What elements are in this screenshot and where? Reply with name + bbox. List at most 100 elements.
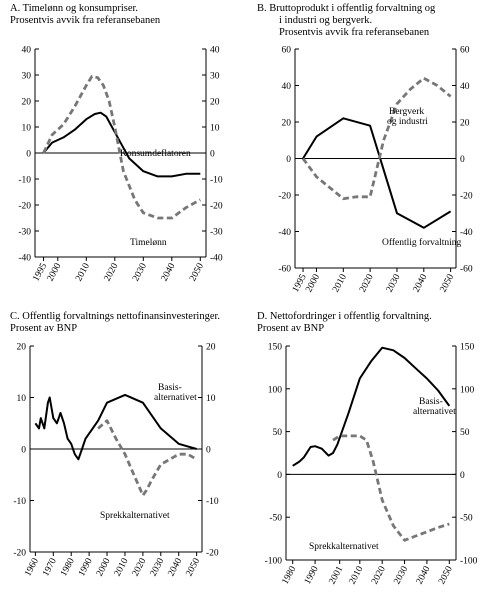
y-tick-label-right: -20 <box>210 202 223 212</box>
y-tick-label-left: -40 <box>278 228 291 238</box>
annotation-basis: Basis- <box>158 383 182 393</box>
y-tick-label-right: -10 <box>206 497 219 507</box>
x-tick-label: 1970 <box>41 556 59 578</box>
y-tick-label-left: -30 <box>18 228 31 238</box>
x-tick-label: 2010 <box>113 556 131 578</box>
y-tick-label-left: 60 <box>282 46 292 56</box>
panel-d-title-line-1: D. Nettofordringer i offentlig forvaltni… <box>257 311 432 322</box>
x-tick-label: 2050 <box>439 272 457 294</box>
panel-d-title-line-2: Prosent av BNP <box>257 323 325 334</box>
x-tick-label: 2030 <box>385 272 403 294</box>
series-sprekkalternativet <box>332 434 450 542</box>
annotation-offentlig-forvaltning: Offentlig forvaltning <box>382 237 461 248</box>
y-tick-label-right: 0 <box>460 471 465 481</box>
series-konsumdeflatoren <box>42 111 201 178</box>
y-tick-label-left: -50 <box>269 514 282 524</box>
x-tick-label: 1980 <box>281 564 299 586</box>
y-tick-label-left: 40 <box>282 82 292 92</box>
annotation-alternativet: alternativet <box>413 407 456 417</box>
y-tick-label-left: -10 <box>13 497 26 507</box>
x-tick-label: 2030 <box>131 261 149 283</box>
y-tick-label-left: -20 <box>13 549 26 559</box>
y-tick-label-right: 60 <box>460 46 470 56</box>
x-tick-label: 2000 <box>46 261 64 283</box>
series-bergverk-og-industri <box>301 76 452 201</box>
y-tick-label-left: 0 <box>286 155 291 165</box>
x-tick-label: 1990 <box>303 564 321 586</box>
y-tick-label-right: -10 <box>210 176 223 186</box>
y-tick-label-right: 100 <box>460 385 475 395</box>
x-tick-label: 2050 <box>437 564 455 586</box>
x-tick-label: 2030 <box>149 556 167 578</box>
x-tick-label: 2010 <box>331 272 349 294</box>
y-tick-label-right: -30 <box>210 228 223 238</box>
x-tick-label: 2020 <box>131 556 149 578</box>
y-tick-label-left: -40 <box>18 254 31 264</box>
y-tick-label-right: 150 <box>460 343 475 353</box>
panel-b-title-line-3: Prosentvis avvik fra referansebanen <box>279 27 430 38</box>
y-tick-label-left: -10 <box>18 176 31 186</box>
y-tick-label-left: 50 <box>273 428 283 438</box>
panel-d-title: D. Nettofordringer i offentlig forvaltni… <box>257 311 432 335</box>
annotation-sprekkalternativet: Sprekkalternativet <box>100 511 170 521</box>
x-tick-label: 2050 <box>185 556 203 578</box>
y-tick-label-right: -100 <box>460 557 478 567</box>
y-tick-label-left: 10 <box>17 394 27 404</box>
y-tick-label-right: 0 <box>210 150 215 160</box>
annotation-og-industri: og industri <box>387 117 428 127</box>
y-tick-label-right: 30 <box>210 72 220 82</box>
x-tick-label: 2001 <box>328 564 346 586</box>
x-tick-label: 2020 <box>370 564 388 586</box>
x-tick-label: 2020 <box>358 272 376 294</box>
y-tick-label-left: 30 <box>22 72 32 82</box>
x-tick-label: 2030 <box>392 564 410 586</box>
y-tick-label-right: -20 <box>460 192 473 202</box>
panel-c-title-line-1: C. Offentlig forvaltnings nettofinansinv… <box>10 311 221 322</box>
y-tick-label-left: -60 <box>278 265 291 275</box>
panel-a-title: A. Timelønn og konsumpriser. Prosentvis … <box>10 3 160 27</box>
x-tick-label: 2040 <box>415 564 433 586</box>
y-tick-label-right: 50 <box>460 428 470 438</box>
y-tick-label-left: 20 <box>17 343 27 353</box>
x-tick-label: 2050 <box>188 261 206 283</box>
y-tick-label-left: 150 <box>268 343 283 353</box>
y-tick-label-right: -20 <box>206 549 219 559</box>
x-tick-label: 2000 <box>304 272 322 294</box>
series-basisalternativet <box>34 393 197 461</box>
y-tick-label-right: 20 <box>206 343 216 353</box>
y-tick-label-left: 0 <box>21 446 26 456</box>
y-tick-label-left: 0 <box>26 150 31 160</box>
y-tick-label-left: -20 <box>278 192 291 202</box>
series-offentlig-forvaltning <box>302 117 452 229</box>
x-tick-label: 1990 <box>77 556 95 578</box>
y-tick-label-right: -40 <box>460 228 473 238</box>
panel-a-title-line-2: Prosentvis avvik fra referansebanen <box>10 15 161 26</box>
y-tick-label-left: 100 <box>268 385 283 395</box>
x-tick-label: 2020 <box>103 261 121 283</box>
x-tick-label: 1960 <box>23 556 41 578</box>
y-tick-label-right: -60 <box>460 265 473 275</box>
annotation-konsumdeflatoren: Konsumdeflatoren <box>120 148 191 159</box>
series-timel-nn <box>42 74 201 220</box>
annotation-alternativet: alternativet <box>154 393 197 403</box>
annotation-basis: Basis- <box>419 397 443 407</box>
panel-b-title-line-2: i industri og bergverk. <box>279 15 373 26</box>
y-tick-label-left: 40 <box>22 46 32 56</box>
y-tick-label-right: -40 <box>210 254 223 264</box>
panel-c: C. Offentlig forvaltnings nettofinansinv… <box>0 296 249 592</box>
series-basisalternativet <box>292 346 451 467</box>
annotation-bergverk: Bergverk <box>389 107 424 117</box>
panel-c-title-line-2: Prosent av BNP <box>10 323 78 334</box>
y-tick-label-right: 20 <box>460 119 470 129</box>
y-tick-label-right: 10 <box>206 394 216 404</box>
x-tick-label: 2010 <box>74 261 92 283</box>
panel-b-title-line-1: B. Bruttoprodukt i offentlig forvaltning… <box>257 3 436 14</box>
y-tick-label-left: 20 <box>282 119 292 129</box>
panel-a-title-line-1: A. Timelønn og konsumpriser. <box>10 3 139 14</box>
chart-d-svg: -100 -100 -50 -50 0 0 50 50 100 100 150 150 1980 1990… <box>265 343 478 587</box>
y-tick-label-right: 0 <box>460 155 465 165</box>
y-tick-label-right: 40 <box>460 82 470 92</box>
